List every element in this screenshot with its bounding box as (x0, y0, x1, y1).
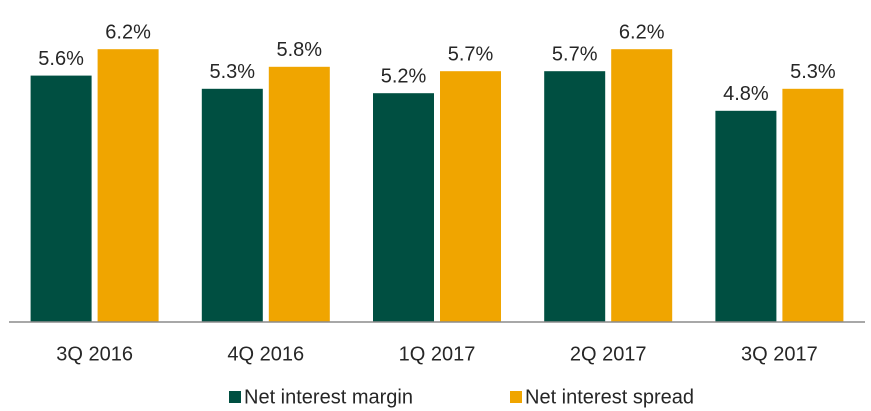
bar (268, 66, 330, 322)
bar (201, 88, 263, 322)
bar (611, 49, 673, 322)
bar (97, 49, 159, 322)
data-label: 5.6% (38, 48, 84, 70)
legend-label: Net interest margin (244, 386, 413, 408)
x-tick-label: 1Q 2017 (399, 343, 476, 365)
legend-label: Net interest spread (525, 386, 694, 408)
x-tick-label: 4Q 2016 (227, 343, 304, 365)
legend-swatch (229, 391, 241, 403)
bar (373, 93, 434, 322)
data-label: 4.8% (723, 83, 769, 105)
data-label: 5.3% (210, 61, 256, 83)
data-label: 5.3% (790, 61, 836, 83)
x-tick-label: 2Q 2017 (570, 343, 647, 365)
data-label: 5.7% (448, 43, 494, 65)
data-label: 5.7% (552, 43, 598, 65)
bar (715, 110, 777, 322)
bar (544, 71, 606, 322)
x-tick-label: 3Q 2016 (56, 343, 133, 365)
x-tick-label: 3Q 2017 (741, 343, 818, 365)
legend-swatch (510, 391, 522, 403)
bar (440, 71, 501, 322)
data-label: 6.2% (619, 21, 665, 43)
bar (782, 88, 844, 322)
data-label: 5.2% (381, 65, 427, 87)
bar (30, 75, 92, 322)
data-label: 6.2% (105, 21, 151, 43)
data-label: 5.8% (277, 39, 323, 61)
